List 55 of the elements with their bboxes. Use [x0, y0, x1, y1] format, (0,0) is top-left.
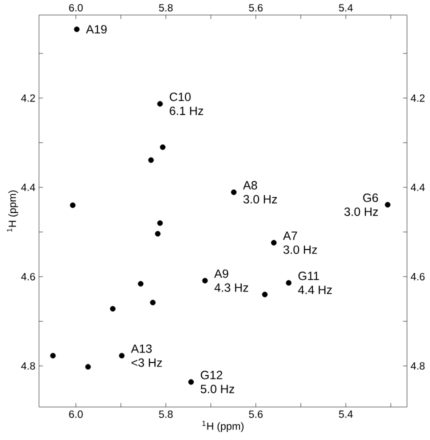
y2-tick-label: 4.6 [410, 272, 425, 280]
point [160, 144, 166, 150]
point [138, 280, 144, 287]
point [202, 278, 208, 284]
point [154, 230, 161, 237]
annotation: 5.0 Hz [200, 384, 234, 394]
point [188, 379, 194, 385]
y-tick-label: 4.8 [21, 362, 36, 370]
annotation: A7 [283, 232, 298, 240]
x2-tick-label: 6.0 [69, 410, 83, 418]
annotation: G6 [363, 194, 378, 202]
x-tick-label: 5.8 [159, 4, 173, 12]
y-axis-title: $^{1}$H (ppm) [6, 190, 18, 232]
x-tick-label: 5.4 [338, 4, 353, 12]
annotation: 6.1 Hz [170, 106, 204, 116]
x-tick-label: 5.6 [248, 4, 263, 12]
point [85, 364, 91, 370]
point [271, 240, 277, 246]
point [74, 26, 80, 32]
annotation: 3.0 Hz [283, 245, 317, 254]
annotation: 3.0 Hz [344, 208, 378, 216]
annotation: A19 [86, 25, 107, 34]
point [148, 157, 154, 163]
annotation: A8 [242, 181, 258, 190]
annotation: <3 Hz [132, 358, 162, 367]
x2-tick-label: 5.8 [159, 410, 173, 418]
point [110, 306, 116, 312]
point [262, 292, 268, 298]
y-tick-label: 4.6 [21, 272, 36, 280]
x-axis-title: $^{1}$H (ppm) [202, 420, 244, 432]
point [286, 280, 292, 286]
point [231, 189, 237, 196]
point [157, 220, 163, 226]
point [118, 352, 125, 358]
annotation: 3.0 Hz [243, 195, 277, 204]
x2-tick-label: 5.4 [338, 410, 353, 418]
point [384, 202, 390, 208]
annotation: A13 [130, 344, 152, 353]
point [50, 352, 56, 358]
annotation: C10 [170, 92, 191, 102]
point [157, 101, 163, 107]
point [150, 300, 156, 306]
x-tick-label: 6.0 [69, 4, 83, 12]
y-tick-label: 4.4 [21, 184, 36, 191]
annotation: G12 [200, 370, 222, 380]
y-tick-label: 4.2 [21, 94, 35, 102]
y2-tick-label: 4.4 [410, 184, 425, 191]
y2-tick-label: 4.8 [410, 362, 425, 370]
annotation: 4.4 Hz [298, 286, 332, 294]
point [70, 202, 76, 208]
annotation: 4.3 Hz [214, 283, 248, 292]
x2-tick-label: 5.6 [248, 410, 263, 418]
annotation: G11 [298, 272, 319, 280]
annotation: A9 [214, 269, 228, 278]
y2-tick-label: 4.2 [410, 94, 425, 102]
